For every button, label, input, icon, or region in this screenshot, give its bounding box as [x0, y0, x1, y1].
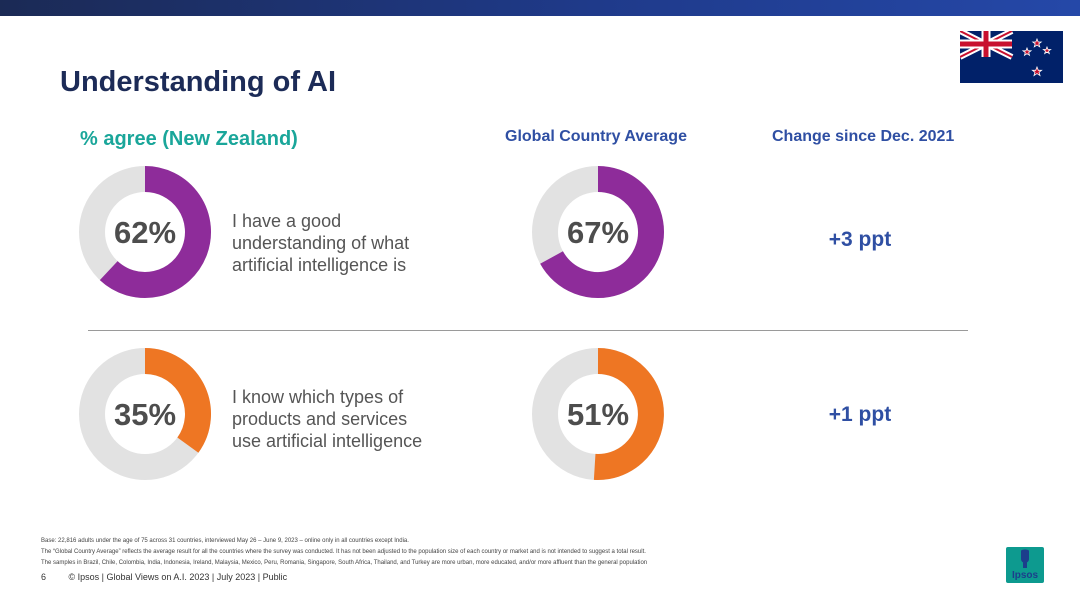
statement-line: understanding of what: [232, 233, 410, 253]
donut-value-label: 67%: [567, 215, 629, 250]
global-donut-row-2: 51%: [532, 348, 664, 480]
statement-line: use artificial intelligence: [232, 431, 423, 451]
statement-row-2: I know which types of products and servi…: [232, 386, 472, 452]
statement-line: I have a good: [232, 211, 342, 231]
statement-line: products and services: [232, 409, 408, 429]
statement-line: I know which types of: [232, 387, 404, 407]
ipsos-logo-icon: Ipsos: [1006, 547, 1044, 583]
donut-value-label: 62%: [114, 215, 176, 250]
footnote-global-average: The “Global Country Average” reflects th…: [41, 549, 646, 555]
nz-donut-row-1: 62%: [79, 166, 211, 298]
donut-value-label: 35%: [114, 397, 176, 432]
donut-value-arc: [99, 166, 211, 298]
change-column-header: Change since Dec. 2021: [772, 128, 955, 145]
nz-column-header: % agree (New Zealand): [80, 128, 298, 150]
page-number: 6: [41, 572, 47, 582]
global-donut-row-1: 67%: [532, 166, 664, 298]
footnote-samples: The samples in Brazil, Chile, Colombia, …: [41, 560, 648, 566]
statement-line: artificial intelligence is: [232, 255, 407, 275]
top-banner: [0, 0, 1080, 16]
donut-value-arc: [144, 348, 211, 453]
new-zealand-flag-icon: [960, 31, 1063, 83]
footer: 6 © Ipsos | Global Views on A.I. 2023 | …: [41, 572, 287, 582]
donut-value-arc: [593, 348, 664, 480]
footer-text: © Ipsos | Global Views on A.I. 2023 | Ju…: [68, 572, 288, 582]
donut-value-label: 51%: [567, 397, 629, 432]
logo-text: Ipsos: [1012, 570, 1039, 581]
statement-row-1: I have a good understanding of what arti…: [232, 210, 472, 276]
nz-donut-row-2: 35%: [79, 348, 211, 480]
change-value-row-2: +1 ppt: [828, 403, 892, 426]
change-value-row-1: +3 ppt: [828, 228, 892, 251]
page-title: Understanding of AI: [60, 66, 337, 98]
global-column-header: Global Country Average: [505, 128, 687, 145]
row-divider: [88, 330, 968, 331]
footnote-base: Base: 22,816 adults under the age of 75 …: [41, 538, 409, 544]
donut-value-arc: [540, 166, 664, 298]
